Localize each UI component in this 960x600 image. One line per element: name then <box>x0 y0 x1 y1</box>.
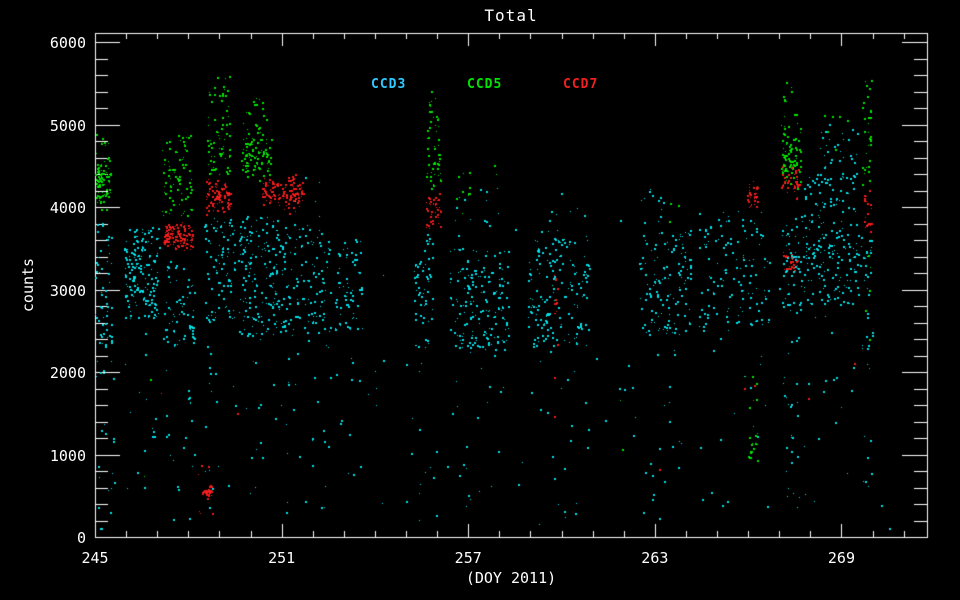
y-tick-label: 6000 <box>49 34 86 53</box>
x-tick-label: 269 <box>827 549 855 567</box>
x-axis-label: (DOY 2011) <box>465 569 557 587</box>
y-tick-label: 4000 <box>49 199 86 218</box>
y-tick-label: 1000 <box>49 446 86 465</box>
x-tick-label: 257 <box>454 549 482 567</box>
legend-item-ccd7: CCD7 <box>563 77 599 92</box>
x-tick-label: 263 <box>641 549 669 567</box>
legend-item-ccd3: CCD3 <box>371 77 407 92</box>
chart-title: Total <box>484 6 538 25</box>
legend-item-ccd5: CCD5 <box>467 77 503 92</box>
y-tick-label: 3000 <box>49 281 86 300</box>
x-tick-label: 251 <box>268 549 296 567</box>
y-tick-label: 5000 <box>49 116 86 135</box>
y-tick-label: 0 <box>76 529 86 547</box>
x-tick-label: 245 <box>81 549 109 567</box>
y-tick-label: 2000 <box>49 364 86 383</box>
